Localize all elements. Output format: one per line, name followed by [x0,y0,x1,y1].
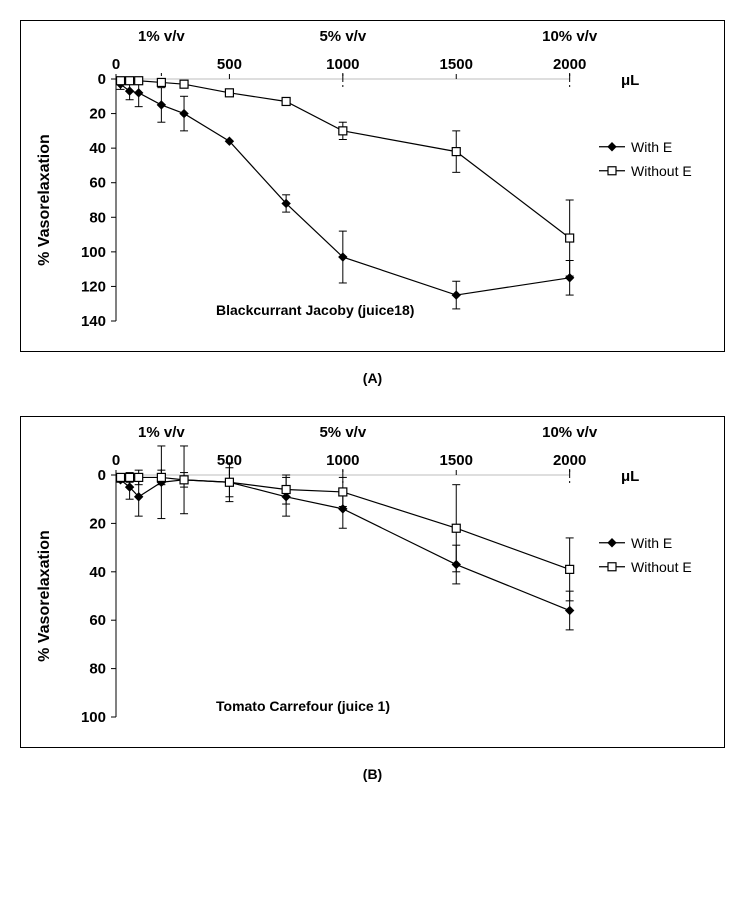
svg-text:60: 60 [89,612,106,629]
svg-text:% Vasorelaxation: % Vasorelaxation [36,134,53,266]
svg-text:5% v/v: 5% v/v [319,424,366,441]
chart-caption: Tomato Carrefour (juice 1) [216,698,390,714]
legend-label: With E [631,535,672,551]
svg-text:μL: μL [621,468,639,485]
svg-text:5% v/v: 5% v/v [319,28,366,45]
svg-text:100: 100 [81,244,106,261]
panel-label-A: (A) [20,370,725,386]
panel-label-B: (B) [20,766,725,782]
svg-text:% Vasorelaxation: % Vasorelaxation [36,530,53,662]
svg-text:0: 0 [112,56,120,73]
svg-text:80: 80 [89,209,106,226]
svg-text:10% v/v: 10% v/v [542,28,598,45]
legend-label: With E [631,139,672,155]
chart-panel-B: 0204060801000500100015002000μL1% v/v5% v… [20,416,725,748]
svg-text:20: 20 [89,106,106,123]
svg-text:120: 120 [81,278,106,295]
svg-text:10% v/v: 10% v/v [542,424,598,441]
svg-text:500: 500 [217,56,242,73]
svg-text:40: 40 [89,140,106,157]
svg-text:1500: 1500 [440,56,473,73]
svg-text:20: 20 [89,515,106,532]
svg-text:80: 80 [89,661,106,678]
svg-text:1000: 1000 [326,452,359,469]
legend-label: Without E [631,163,692,179]
svg-text:1% v/v: 1% v/v [138,424,185,441]
chart-panel-A: 0 20 40 60 80 100 120 140 0 500 1000 1500 2000 μL 1% v… [20,20,725,352]
svg-text:60: 60 [89,175,106,192]
svg-text:μL: μL [621,72,639,89]
svg-text:2000: 2000 [553,56,586,73]
svg-text:2000: 2000 [553,452,586,469]
legend-label: Without E [631,559,692,575]
svg-text:1% v/v: 1% v/v [138,28,185,45]
figure-wrap: 0204060801001201400500100015002000μL1% v… [20,20,725,782]
svg-text:0: 0 [98,467,106,484]
svg-text:1500: 1500 [440,452,473,469]
chart-caption: Blackcurrant Jacoby (juice18) [216,302,414,318]
svg-text:140: 140 [81,313,106,330]
svg-text:0: 0 [112,452,120,469]
svg-text:0: 0 [98,71,106,88]
svg-text:40: 40 [89,564,106,581]
svg-text:1000: 1000 [326,56,359,73]
svg-text:100: 100 [81,709,106,726]
